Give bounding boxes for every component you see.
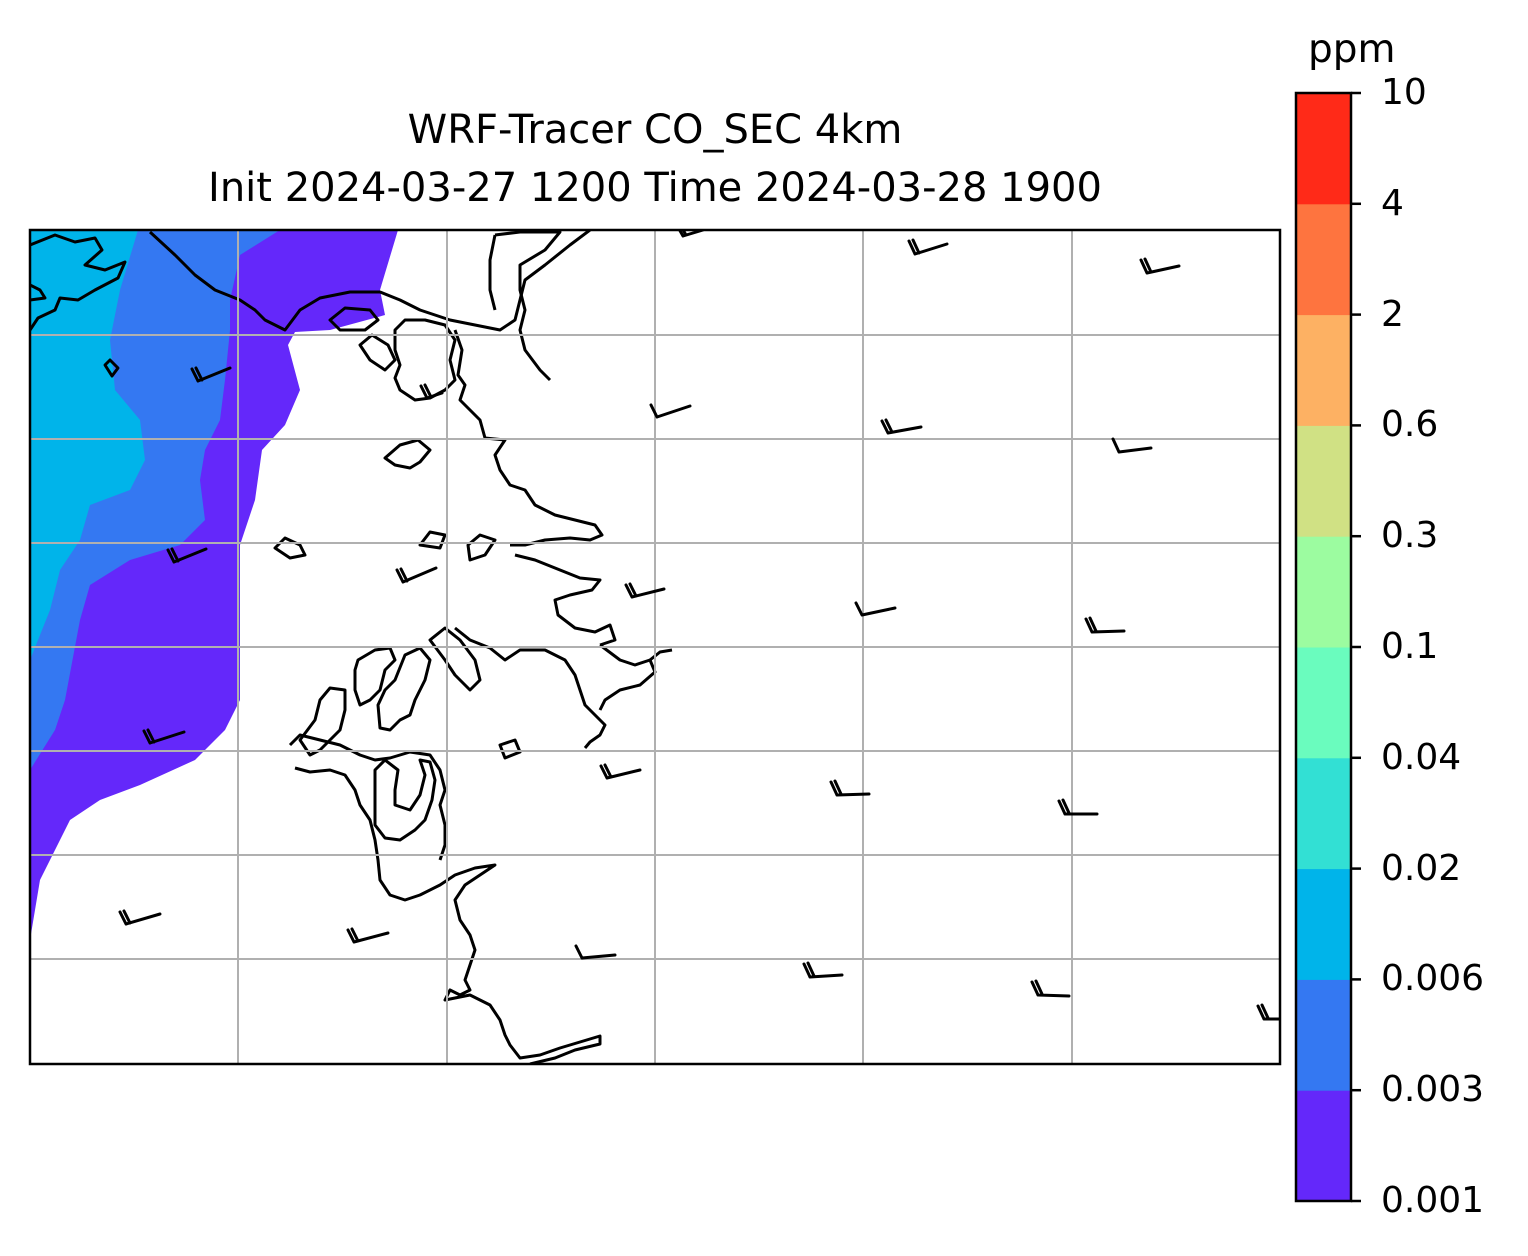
colorbar-tick-label: 0.001 xyxy=(1381,1180,1485,1221)
wind-barb xyxy=(190,366,232,383)
colorbar-band xyxy=(1296,1090,1351,1202)
coastline-pond xyxy=(103,358,120,378)
wind-barb xyxy=(624,582,666,599)
map-title-line-2: Init 2024-03-27 1200 Time 2024-03-28 190… xyxy=(208,165,1102,211)
wind-barb xyxy=(1057,798,1099,816)
colorbar-tick-label: 4 xyxy=(1381,182,1404,224)
colorbar xyxy=(1294,91,1361,1203)
coastlines xyxy=(30,230,673,1064)
colorbar-band xyxy=(1296,647,1351,759)
wind-barb xyxy=(395,566,438,584)
colorbar-unit-label: ppm xyxy=(1308,27,1396,72)
colorbar-band xyxy=(1296,757,1351,870)
colorbar-tick-label: 10 xyxy=(1381,72,1427,113)
coastline-small-island xyxy=(328,306,380,332)
wind-barb xyxy=(854,601,897,617)
colorbar-band xyxy=(1296,314,1351,426)
wind-barb xyxy=(1111,437,1153,454)
coastline-banks-east xyxy=(428,626,482,692)
coastline-mid-island-d xyxy=(466,533,497,562)
colorbar-band xyxy=(1296,425,1351,537)
coastline-central-estuary xyxy=(453,329,604,547)
wind-barb xyxy=(166,547,208,564)
colorbar-band xyxy=(1296,979,1351,1091)
coastline-barrier-outer xyxy=(288,733,447,861)
colorbar-tick-label: 0.006 xyxy=(1381,958,1485,1000)
coastline-bay-east xyxy=(494,230,562,382)
wind-barb xyxy=(1084,616,1126,634)
colorbar-tick-label: 0.04 xyxy=(1381,736,1462,778)
wind-barb xyxy=(419,383,444,400)
wind-barb xyxy=(346,927,390,944)
coastline-banks-mid xyxy=(376,646,432,732)
wind-barb xyxy=(574,944,617,960)
coastline-banks-west xyxy=(353,646,397,707)
wind-barb xyxy=(802,961,844,979)
colorbar-tick-label: 2 xyxy=(1381,293,1404,335)
coastline-mid-island-c xyxy=(418,530,447,550)
gridlines xyxy=(30,230,1280,1064)
wind-barb xyxy=(142,728,186,745)
colorbar-band xyxy=(1296,203,1351,316)
coastline-mid-island-a xyxy=(383,438,432,470)
wind-barb xyxy=(907,238,949,256)
wind-barb xyxy=(1256,1003,1280,1021)
coastline-sound-peninsula xyxy=(454,626,607,749)
coastline-bay-west xyxy=(488,234,497,311)
wind-barb xyxy=(1139,257,1181,275)
wind-barb xyxy=(599,763,642,780)
coastline-north-west xyxy=(30,283,47,302)
coastline-barrier-inner xyxy=(294,766,602,1064)
colorbar-frame xyxy=(1294,91,1353,1203)
colorbar-band xyxy=(1296,93,1351,205)
coastline-mid-island-b xyxy=(273,536,307,560)
wind-barb xyxy=(649,403,692,419)
contour-band-0.006-0.02 xyxy=(30,230,145,660)
coastline-north-inlet xyxy=(30,233,127,331)
colorbar-tick-label: 0.1 xyxy=(1381,626,1439,667)
colorbar-tick-label: 0.02 xyxy=(1381,847,1462,889)
colorbar-band xyxy=(1296,868,1351,980)
wind-barbs xyxy=(118,230,1280,1021)
coastline-cape xyxy=(649,648,673,662)
map-frame xyxy=(28,228,1282,1066)
colorbar-tick-label: 0.003 xyxy=(1381,1069,1485,1111)
map-title-line-1: WRF-Tracer CO_SEC 4km xyxy=(407,107,903,153)
coastline-inner-sound xyxy=(373,758,437,842)
colorbar-band xyxy=(1296,536,1351,648)
wind-barb xyxy=(829,779,871,797)
wind-barb xyxy=(1030,979,1071,998)
wind-barb xyxy=(880,418,923,435)
coastline-sound-north xyxy=(514,553,617,647)
wind-barb xyxy=(118,909,162,926)
colorbar-tick-label: 0.3 xyxy=(1381,515,1439,557)
colorbar-tick-label: 0.6 xyxy=(1381,404,1439,446)
